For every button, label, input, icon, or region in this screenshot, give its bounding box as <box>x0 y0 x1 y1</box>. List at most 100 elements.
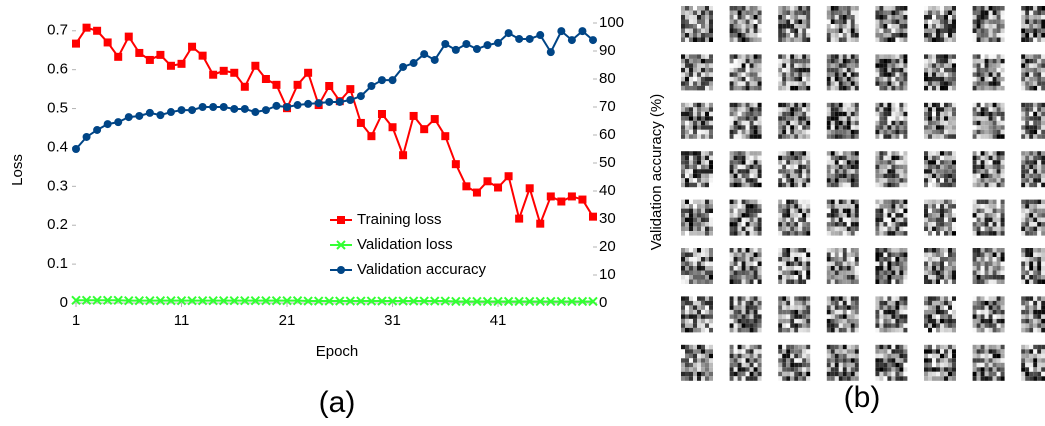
patch-pixel <box>985 231 989 236</box>
patch-pixel <box>758 174 762 179</box>
patch-pixel <box>746 156 750 161</box>
patch-pixel <box>701 20 705 25</box>
patch-pixel <box>989 200 993 205</box>
patch-pixel <box>899 103 903 108</box>
patch-pixel <box>734 305 738 310</box>
patch-pixel <box>936 253 940 258</box>
patch-pixel <box>899 262 903 267</box>
patch-pixel <box>855 77 859 82</box>
patch-pixel <box>936 121 940 126</box>
patch-pixel <box>903 218 907 223</box>
patch-pixel <box>883 116 887 121</box>
patch-pixel <box>754 209 758 214</box>
patch-pixel <box>932 222 936 227</box>
patch-pixel <box>697 121 701 126</box>
patch-pixel <box>794 24 798 29</box>
patch-pixel <box>887 183 891 188</box>
patch-pixel <box>855 354 859 359</box>
patch-pixel <box>738 213 742 218</box>
patch-pixel <box>802 38 806 43</box>
patch-pixel <box>948 262 952 267</box>
patch-pixel <box>794 59 798 64</box>
patch-pixel <box>891 68 895 73</box>
patch-pixel <box>887 68 891 73</box>
patch-pixel <box>1041 183 1045 188</box>
patch-pixel <box>924 204 928 209</box>
patch-pixel <box>730 20 734 25</box>
patch-pixel <box>928 367 932 372</box>
patch-pixel <box>689 112 693 117</box>
patch-pixel <box>1025 253 1029 258</box>
marker <box>209 103 217 111</box>
patch-pixel <box>847 301 851 306</box>
patch-pixel <box>973 151 977 156</box>
patch-pixel <box>685 38 689 43</box>
patch-pixel <box>681 227 685 232</box>
patch-pixel <box>778 305 782 310</box>
patch-pixel <box>1033 116 1037 121</box>
patch-pixel <box>973 275 977 280</box>
patch-pixel <box>693 204 697 209</box>
patch-pixel <box>855 345 859 350</box>
patch-pixel <box>997 81 1001 86</box>
patch-pixel <box>899 72 903 77</box>
patch-pixel <box>847 345 851 350</box>
patch-pixel <box>1025 33 1029 38</box>
patch-pixel <box>993 200 997 205</box>
patch-pixel <box>782 296 786 301</box>
patch-pixel <box>1001 68 1005 73</box>
patch-pixel <box>839 160 843 165</box>
patch-pixel <box>1029 227 1033 232</box>
patch-pixel <box>689 63 693 68</box>
patch-pixel <box>754 165 758 170</box>
patch-pixel <box>831 222 835 227</box>
patch-pixel <box>827 183 831 188</box>
patch-pixel <box>903 156 907 161</box>
patch-pixel <box>697 367 701 372</box>
patch-pixel <box>940 376 944 381</box>
patch-pixel <box>940 209 944 214</box>
patch-pixel <box>952 301 956 306</box>
patch-pixel <box>928 174 932 179</box>
patch-pixel <box>709 156 713 161</box>
patch-pixel <box>851 275 855 280</box>
patch-pixel <box>746 319 750 324</box>
patch-pixel <box>685 24 689 29</box>
patch-pixel <box>932 165 936 170</box>
patch-pixel <box>681 262 685 267</box>
patch-pixel <box>681 358 685 363</box>
patch-pixel <box>847 160 851 165</box>
patch-pixel <box>924 305 928 310</box>
patch-pixel <box>798 257 802 262</box>
patch-pixel <box>875 266 879 271</box>
patch-pixel <box>855 372 859 377</box>
patch-pixel <box>989 345 993 350</box>
patch-pixel <box>746 20 750 25</box>
patch-pixel <box>855 262 859 267</box>
patch-pixel <box>940 11 944 16</box>
patch-pixel <box>831 130 835 135</box>
patch-pixel <box>851 156 855 161</box>
patch-pixel <box>879 275 883 280</box>
patch-pixel <box>1025 376 1029 381</box>
patch-pixel <box>1041 358 1045 363</box>
marker <box>220 67 228 75</box>
patch-pixel <box>806 125 810 130</box>
patch-pixel <box>928 314 932 319</box>
patch-pixel <box>709 130 713 135</box>
patch-pixel <box>993 231 997 236</box>
patch-pixel <box>997 178 1001 183</box>
patch-pixel <box>944 174 948 179</box>
patch-pixel <box>989 107 993 112</box>
patch-pixel <box>940 266 944 271</box>
patch-pixel <box>875 24 879 29</box>
patch-pixel <box>936 209 940 214</box>
patch-pixel <box>899 305 903 310</box>
patch-pixel <box>940 314 944 319</box>
patch-pixel <box>705 6 709 11</box>
patch-pixel <box>738 248 742 253</box>
patch-pixel <box>936 183 940 188</box>
patch-pixel <box>697 112 701 117</box>
patch-pixel <box>993 156 997 161</box>
patch-pixel <box>790 15 794 20</box>
